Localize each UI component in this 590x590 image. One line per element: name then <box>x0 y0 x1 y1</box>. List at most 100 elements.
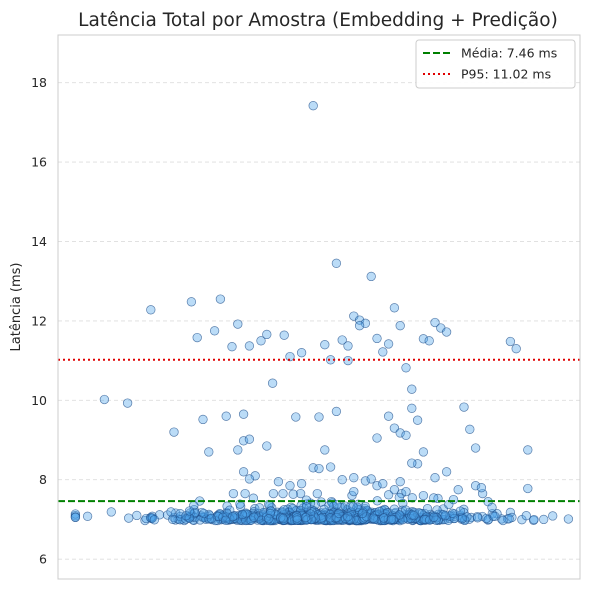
data-point <box>175 509 185 519</box>
data-point <box>167 514 178 524</box>
legend: Média: 7.46 ms P95: 11.02 ms <box>415 39 576 89</box>
data-point <box>228 488 239 499</box>
data-point <box>246 515 256 525</box>
data-point <box>490 511 500 521</box>
data-point <box>472 513 483 523</box>
data-point <box>337 335 347 345</box>
data-point <box>470 481 481 491</box>
data-point <box>511 344 521 354</box>
data-point <box>383 411 394 421</box>
data-point <box>301 502 312 512</box>
data-point <box>449 513 460 524</box>
data-point <box>346 507 357 517</box>
data-point <box>244 474 255 484</box>
y-tick-label: 6 <box>39 552 47 567</box>
data-point <box>366 474 376 484</box>
data-point <box>262 441 272 451</box>
data-point <box>320 445 330 455</box>
data-point <box>238 409 249 419</box>
y-tick-label: 8 <box>39 472 47 487</box>
data-point <box>122 398 133 408</box>
data-point <box>124 513 134 523</box>
data-point <box>285 351 295 362</box>
data-point <box>149 515 160 525</box>
data-point <box>410 513 421 523</box>
data-point <box>204 447 214 457</box>
data-point <box>487 502 497 513</box>
plot-frame <box>57 34 581 580</box>
data-point <box>265 508 275 519</box>
data-point <box>221 515 231 525</box>
data-point <box>206 513 216 524</box>
data-point <box>477 488 488 499</box>
data-point <box>539 514 549 525</box>
data-point <box>240 488 250 499</box>
data-point <box>244 434 255 444</box>
data-point <box>237 509 248 520</box>
data-point <box>505 336 516 347</box>
legend-mean-label: Média: 7.46 ms <box>461 46 557 61</box>
data-point <box>378 479 388 489</box>
data-point <box>233 445 243 455</box>
data-point <box>169 427 179 437</box>
data-point <box>465 424 475 434</box>
data-point <box>354 321 365 331</box>
data-point <box>349 486 359 497</box>
data-point <box>424 336 434 346</box>
data-point <box>418 490 429 501</box>
data-point <box>407 458 417 468</box>
data-point <box>368 513 378 523</box>
data-point <box>349 473 359 483</box>
data-point <box>244 341 255 351</box>
data-point <box>429 512 439 522</box>
data-point <box>481 513 491 524</box>
data-point <box>132 510 142 521</box>
data-point <box>401 486 411 497</box>
data-point <box>262 329 272 340</box>
data-point <box>184 506 195 516</box>
data-point <box>498 515 508 526</box>
data-point <box>430 317 440 328</box>
data-point <box>394 510 405 520</box>
data-point <box>233 319 243 329</box>
data-point <box>99 394 110 405</box>
data-point <box>457 513 468 524</box>
data-point <box>334 508 344 519</box>
data-point <box>332 500 342 510</box>
data-point <box>227 342 237 352</box>
data-point <box>441 467 452 477</box>
data-point <box>407 403 417 413</box>
data-points <box>70 101 574 526</box>
data-point <box>279 505 289 515</box>
data-point <box>238 436 249 446</box>
data-point <box>198 414 208 425</box>
legend-p95-label: P95: 11.02 ms <box>461 67 551 82</box>
data-point <box>238 467 249 477</box>
data-point <box>296 348 307 358</box>
data-point <box>389 485 400 495</box>
y-tick-label: 18 <box>31 75 47 90</box>
data-point <box>291 412 301 422</box>
data-point <box>420 514 430 524</box>
data-point <box>209 326 220 336</box>
data-point <box>401 505 411 515</box>
data-point <box>166 507 176 517</box>
data-point <box>256 336 266 346</box>
data-point <box>441 327 452 337</box>
data-point <box>199 508 209 519</box>
data-point <box>445 511 455 521</box>
data-point <box>430 473 440 483</box>
data-point <box>401 363 411 373</box>
data-point <box>407 384 417 394</box>
data-point <box>389 303 400 313</box>
data-point <box>249 512 259 522</box>
y-tick-label: 16 <box>31 155 47 170</box>
data-point <box>264 514 274 524</box>
data-point <box>331 406 342 417</box>
data-point <box>372 333 382 344</box>
data-point <box>279 330 289 340</box>
data-point <box>285 481 295 491</box>
data-point <box>273 477 284 487</box>
y-tick-label: 12 <box>31 313 47 328</box>
